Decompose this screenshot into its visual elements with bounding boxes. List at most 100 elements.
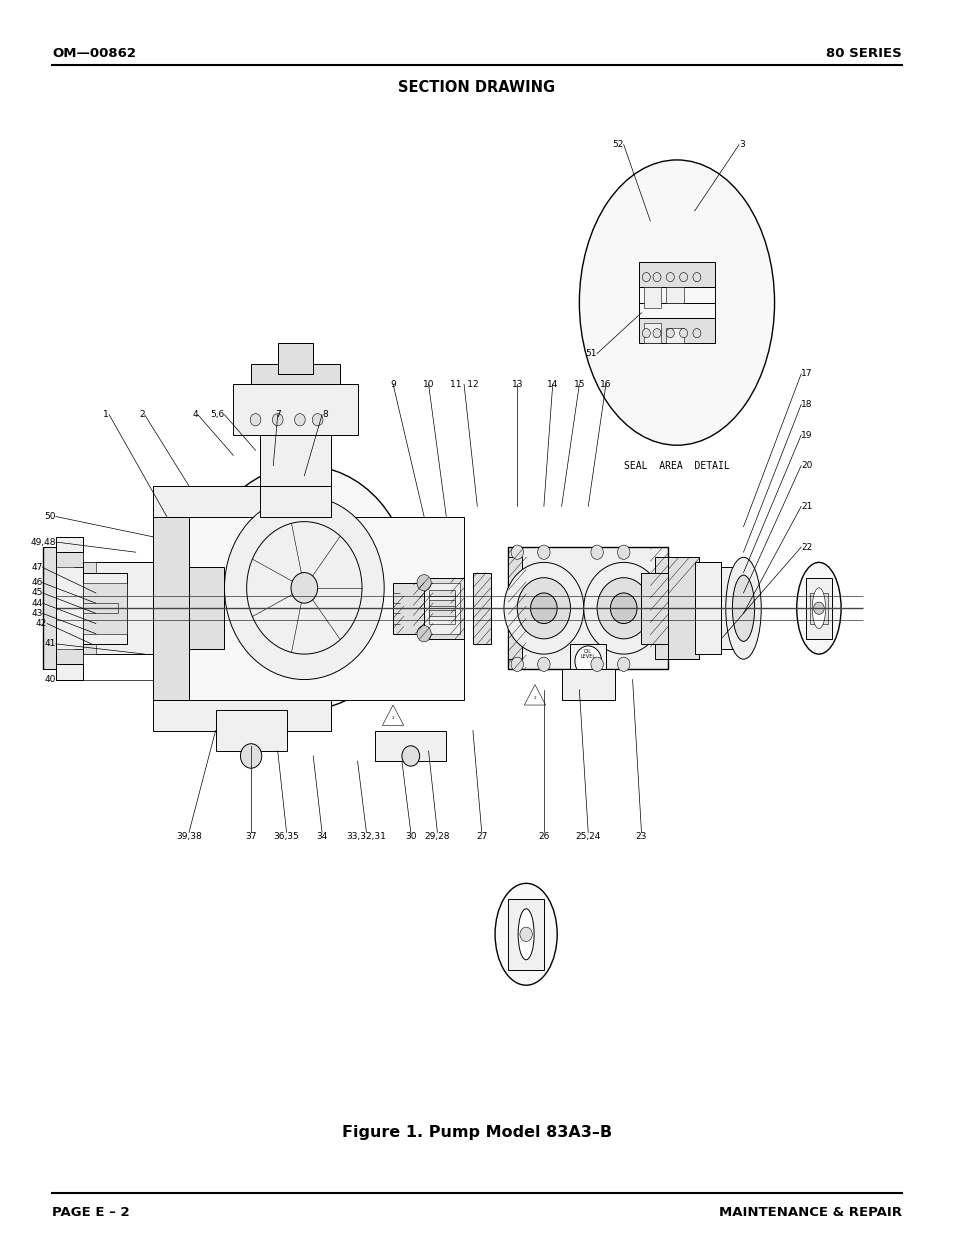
Text: 13: 13 [511, 379, 522, 389]
Bar [508, 547, 667, 669]
Bar [665, 288, 683, 303]
Bar [83, 562, 95, 655]
Text: 34: 34 [316, 832, 328, 841]
Circle shape [590, 545, 602, 559]
Text: 39,38: 39,38 [176, 832, 202, 841]
Text: 23: 23 [635, 832, 646, 841]
Bar [428, 593, 455, 624]
Circle shape [401, 746, 419, 766]
Bar [809, 593, 827, 624]
Bar [83, 573, 127, 643]
Circle shape [503, 562, 583, 655]
Bar [643, 288, 660, 308]
Text: 33,32,31: 33,32,31 [346, 832, 386, 841]
Circle shape [294, 414, 305, 426]
Text: PAGE E – 2: PAGE E – 2 [52, 1207, 130, 1219]
Bar [508, 899, 543, 969]
Circle shape [665, 273, 674, 282]
Bar [83, 562, 153, 655]
Circle shape [652, 329, 660, 337]
Circle shape [575, 646, 601, 677]
Bar [260, 487, 331, 516]
Bar [215, 710, 286, 751]
Text: 2: 2 [392, 716, 394, 720]
Circle shape [617, 657, 629, 672]
Text: 45: 45 [31, 588, 43, 598]
Ellipse shape [725, 557, 760, 659]
Text: 7: 7 [274, 410, 280, 419]
Circle shape [692, 273, 700, 282]
Circle shape [250, 414, 260, 426]
Text: OIL
LEVEL: OIL LEVEL [580, 648, 596, 659]
Ellipse shape [517, 909, 534, 960]
Bar [277, 343, 313, 374]
Text: 52: 52 [612, 140, 623, 149]
Bar [473, 573, 490, 643]
Text: 36,35: 36,35 [274, 832, 299, 841]
Bar [153, 516, 463, 700]
Circle shape [641, 329, 650, 337]
Bar [153, 487, 331, 731]
Text: 11  12: 11 12 [449, 379, 477, 389]
Ellipse shape [796, 562, 841, 655]
Text: 42: 42 [36, 619, 47, 629]
Circle shape [537, 545, 550, 559]
Bar [428, 600, 455, 606]
Circle shape [273, 414, 283, 426]
Text: 14: 14 [546, 379, 558, 389]
Bar [56, 650, 83, 664]
Bar [639, 262, 714, 288]
Text: 15: 15 [573, 379, 584, 389]
Circle shape [679, 329, 687, 337]
Ellipse shape [578, 161, 774, 446]
Bar [424, 583, 459, 634]
Circle shape [597, 578, 650, 638]
Bar [667, 557, 699, 659]
Text: 43: 43 [31, 609, 43, 618]
Bar [639, 288, 714, 317]
Circle shape [517, 578, 570, 638]
Text: 49,48: 49,48 [30, 537, 56, 547]
Text: MAINTENANCE & REPAIR: MAINTENANCE & REPAIR [718, 1207, 901, 1219]
Text: OM—00862: OM—00862 [52, 47, 136, 59]
Bar [83, 603, 118, 614]
Bar [643, 324, 660, 343]
Circle shape [610, 593, 637, 624]
Circle shape [537, 657, 550, 672]
Text: Figure 1. Pump Model 83A3–B: Figure 1. Pump Model 83A3–B [341, 1125, 612, 1140]
Text: SECTION DRAWING: SECTION DRAWING [398, 80, 555, 95]
Bar [570, 643, 605, 679]
Bar [153, 516, 189, 700]
Text: 37: 37 [245, 832, 256, 841]
Circle shape [291, 573, 317, 603]
Ellipse shape [811, 588, 824, 629]
Circle shape [583, 562, 663, 655]
Circle shape [519, 927, 532, 941]
Text: 51: 51 [585, 350, 597, 358]
Circle shape [240, 743, 261, 768]
Circle shape [692, 329, 700, 337]
Bar [804, 578, 831, 638]
Bar [640, 573, 667, 643]
Circle shape [813, 603, 823, 614]
Text: 4: 4 [193, 410, 197, 419]
Bar [189, 568, 224, 650]
Text: 41: 41 [45, 640, 56, 648]
Bar [393, 583, 424, 634]
Text: 40: 40 [45, 676, 56, 684]
Circle shape [511, 657, 523, 672]
Circle shape [224, 496, 384, 679]
Bar [375, 731, 446, 761]
Bar [428, 610, 455, 616]
Circle shape [511, 545, 523, 559]
Bar [561, 669, 615, 700]
Text: 50: 50 [45, 513, 56, 521]
Bar [56, 537, 83, 679]
Circle shape [652, 273, 660, 282]
Text: 27: 27 [476, 832, 487, 841]
Bar [251, 364, 339, 384]
Text: 30: 30 [405, 832, 416, 841]
Bar [639, 317, 714, 343]
Text: 26: 26 [537, 832, 549, 841]
Bar [508, 557, 521, 659]
